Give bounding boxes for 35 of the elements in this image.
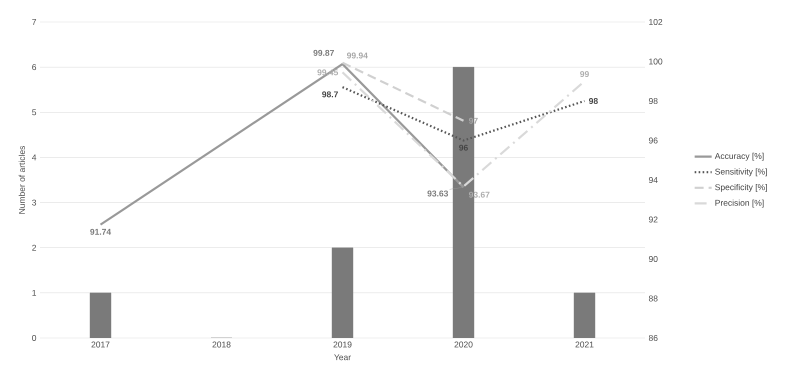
y2-tick-label: 102 <box>649 19 662 25</box>
legend-label: Accuracy [%] <box>714 152 764 161</box>
y-tick-label: 5 <box>32 109 36 116</box>
x-tick-label: 2021 <box>576 342 594 348</box>
y2-tick-label: 96 <box>648 138 658 144</box>
y-tick-label: 4 <box>32 154 36 160</box>
x-tick-label: 2019 <box>334 342 352 348</box>
y-tick-label: 3 <box>32 200 36 206</box>
y2-tick-label: 98 <box>648 98 658 104</box>
data-label: 91.74 <box>90 228 112 235</box>
y2-tick-label: 100 <box>649 58 662 64</box>
data-label: 98 <box>588 98 598 104</box>
y-tick-label: 6 <box>32 64 36 70</box>
y-tick-label: 7 <box>32 19 36 25</box>
y-tick-label: 2 <box>32 244 36 251</box>
legend-label: Specificity [%] <box>715 184 767 192</box>
y-tick-label: 0 <box>32 335 36 341</box>
y2-tick-label: 90 <box>648 256 658 262</box>
legend-label: Precision [%] <box>715 200 764 208</box>
x-tick-label: 2020 <box>454 342 473 348</box>
y2-tick-label: 92 <box>648 216 658 222</box>
data-label: 99 <box>580 71 589 78</box>
y2-tick-label: 86 <box>648 335 658 341</box>
x-tick-label: 2017 <box>92 342 110 348</box>
data-label: 93.63 <box>427 190 448 196</box>
legend-label: Sensitivity [%] <box>715 168 767 176</box>
data-label: 99.94 <box>346 52 368 58</box>
y-axis-title: Number of articles <box>18 146 25 214</box>
data-label: 98.7 <box>322 91 338 98</box>
x-axis-title: Year <box>334 354 351 360</box>
data-label: 99.87 <box>313 50 334 56</box>
y-tick-label: 1 <box>32 290 36 296</box>
y2-tick-label: 88 <box>648 296 658 302</box>
x-tick-label: 2018 <box>212 342 231 348</box>
y2-tick-label: 94 <box>648 177 658 183</box>
